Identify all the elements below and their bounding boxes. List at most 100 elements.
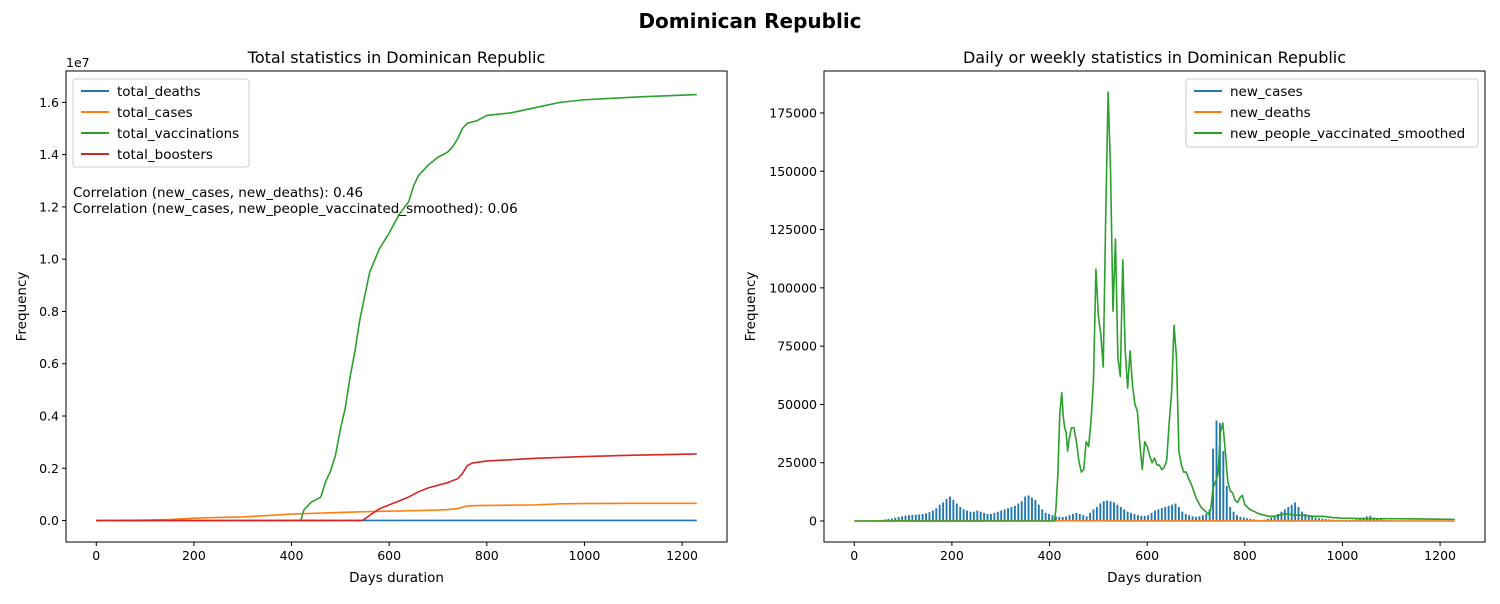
bar-new_cases xyxy=(1079,514,1081,521)
chart-title-0: Total statistics in Dominican Republic xyxy=(247,48,545,67)
bar-new_cases xyxy=(932,511,934,521)
legend-label-total_vaccinations: total_vaccinations xyxy=(117,126,239,142)
y-tick-label: 125000 xyxy=(769,222,817,237)
x-tick-label: 1200 xyxy=(1424,548,1456,563)
bar-new_cases xyxy=(1116,505,1118,521)
bar-new_cases xyxy=(1298,507,1300,521)
bar-new_cases xyxy=(1294,502,1296,521)
bar-new_cases xyxy=(942,502,944,521)
bar-new_cases xyxy=(983,513,985,521)
y-tick-label: 25000 xyxy=(777,455,817,470)
y-tick-label: 1.0 xyxy=(39,252,59,267)
x-tick-label: 800 xyxy=(1233,548,1257,563)
bar-new_cases xyxy=(1031,498,1033,521)
bar-new_cases xyxy=(935,508,937,521)
bar-new_cases xyxy=(922,514,924,521)
x-axis-label: Days duration xyxy=(1107,570,1202,586)
y-axis-label: Frequency xyxy=(14,272,30,342)
bar-new_cases xyxy=(1048,514,1050,521)
bar-new_cases xyxy=(1127,512,1129,521)
bar-new_cases xyxy=(1113,502,1115,521)
bar-new_cases xyxy=(1004,509,1006,521)
y-offset-label: 1e7 xyxy=(66,55,90,70)
bar-new_cases xyxy=(1233,512,1235,521)
x-tick-label: 1000 xyxy=(1327,548,1359,563)
bar-new_cases xyxy=(1021,501,1023,521)
right-chart-panel: Daily or weekly statistics in Dominican … xyxy=(743,48,1485,586)
bar-new_cases xyxy=(1134,514,1136,521)
y-tick-label: 0.0 xyxy=(39,513,59,528)
figure-suptitle: Dominican Republic xyxy=(638,9,861,33)
bar-new_cases xyxy=(1024,497,1026,521)
bar-new_cases xyxy=(1093,509,1095,521)
bar-new_cases xyxy=(956,504,958,521)
x-tick-label: 200 xyxy=(940,548,964,563)
bar-new_cases xyxy=(1045,513,1047,521)
bar-new_cases xyxy=(1089,513,1091,521)
x-tick-label: 600 xyxy=(1135,548,1159,563)
y-tick-label: 1.6 xyxy=(39,95,59,110)
y-tick-label: 150000 xyxy=(769,164,817,179)
bar-new_cases xyxy=(1028,495,1030,521)
bar-new_cases xyxy=(959,507,961,521)
correlation-annotation: Correlation (new_cases, new_people_vacci… xyxy=(73,201,518,217)
x-tick-label: 0 xyxy=(92,548,100,563)
series-line-total_cases xyxy=(96,503,696,520)
bar-new_cases xyxy=(911,515,913,521)
bar-new_cases xyxy=(1164,507,1166,521)
legend-label-total_boosters: total_boosters xyxy=(117,147,213,163)
bar-new_cases xyxy=(939,505,941,521)
y-tick-label: 175000 xyxy=(769,105,817,120)
bar-new_cases xyxy=(1205,514,1207,521)
bar-new_cases xyxy=(987,514,989,521)
bar-new_cases xyxy=(915,515,917,521)
bar-new_cases xyxy=(1000,511,1002,521)
bar-new_cases xyxy=(1099,504,1101,521)
legend: total_deaths total_cases total_vaccination… xyxy=(73,79,249,167)
y-tick-label: 0 xyxy=(809,514,817,529)
bar-new_cases xyxy=(1130,513,1132,521)
bar-new_cases xyxy=(1181,512,1183,521)
bar-new_cases xyxy=(1041,509,1043,521)
bar-new_cases xyxy=(1096,507,1098,521)
bar-new_cases xyxy=(1171,505,1173,521)
bar-new_cases xyxy=(1222,451,1224,521)
bar-new_cases xyxy=(1284,509,1286,521)
bar-new_cases xyxy=(1007,508,1009,521)
bar-new_cases xyxy=(980,512,982,521)
y-axis-label: Frequency xyxy=(743,272,759,342)
plot-area xyxy=(854,92,1454,521)
bar-new_cases xyxy=(1178,507,1180,521)
bar-new_cases xyxy=(1120,507,1122,521)
x-tick-label: 0 xyxy=(850,548,858,563)
bar-new_cases xyxy=(1175,504,1177,521)
y-tick-label: 0.2 xyxy=(39,461,59,476)
bar-new_cases xyxy=(1280,512,1282,521)
y-tick-label: 0.4 xyxy=(39,409,59,424)
bar-new_cases xyxy=(1103,501,1105,521)
legend-label-new_cases: new_cases xyxy=(1230,84,1303,100)
legend-label-new_deaths: new_deaths xyxy=(1230,105,1311,121)
y-tick-label: 75000 xyxy=(777,339,817,354)
y-tick-label: 0.6 xyxy=(39,356,59,371)
x-tick-label: 400 xyxy=(280,548,304,563)
bar-new_cases xyxy=(929,512,931,521)
bar-new_cases xyxy=(1157,509,1159,521)
legend-label-new_people_vaccinated_smoothed: new_people_vaccinated_smoothed xyxy=(1230,126,1465,142)
bar-new_cases xyxy=(1229,507,1231,521)
bar-new_cases xyxy=(1014,506,1016,521)
bar-new_cases xyxy=(1216,421,1218,521)
bar-new_cases xyxy=(997,512,999,521)
bar-new_cases xyxy=(1011,507,1013,521)
x-tick-label: 1000 xyxy=(569,548,601,563)
bar-new_cases xyxy=(1291,505,1293,521)
bar-new_cases xyxy=(1185,514,1187,521)
legend-label-total_cases: total_cases xyxy=(117,105,193,121)
bar-new_cases xyxy=(1161,508,1163,521)
bar-new_cases xyxy=(1151,513,1153,521)
bar-new_cases xyxy=(952,500,954,521)
bar-new_cases xyxy=(976,511,978,521)
bar-new_cases xyxy=(1075,513,1077,521)
legend-label-total_deaths: total_deaths xyxy=(117,84,201,100)
